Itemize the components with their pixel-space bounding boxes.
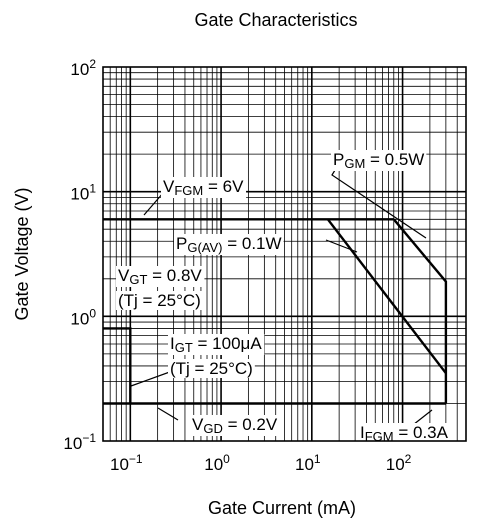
y-tick-label: 102 — [70, 57, 96, 79]
y-axis-label: Gate Voltage (V) — [12, 187, 32, 320]
x-tick-label: 10−1 — [110, 452, 143, 474]
annotation-background — [116, 291, 203, 310]
annotation-background — [168, 359, 255, 378]
annotation-text: VGD = 0.2V — [192, 415, 278, 436]
axis-ticks: 10−1 100 101 102 10−1 100 101 102 — [63, 57, 411, 474]
annotation-labels: VFGM = 6V PGM = 0.5W PG(AV) = 0.1W VGT = 0.… — [116, 150, 451, 444]
plot-grid — [103, 67, 466, 441]
plot-frame — [102, 66, 467, 442]
annotation-pgav: PG(AV) = 0.1W — [174, 234, 284, 255]
annotation-text: PG(AV) = 0.1W — [176, 234, 282, 255]
leader-line — [157, 407, 179, 421]
leader-line — [325, 239, 358, 253]
annotation-text: IGT = 100μA — [170, 334, 262, 355]
annotation-background — [168, 334, 265, 355]
annotation-vgt_cond: (Tj = 25°C) — [116, 291, 203, 310]
annotation-text: (Tj = 25°C) — [118, 291, 201, 310]
y-tick-label: 101 — [70, 182, 96, 204]
annotation-igt: IGT = 100μA — [168, 334, 265, 355]
y-tick-label: 10−1 — [63, 431, 96, 453]
annotation-text: VGT = 0.8V — [118, 266, 202, 287]
annotation-background — [161, 177, 247, 198]
curve-vgt — [103, 327, 132, 404]
y-tick-label: 100 — [70, 306, 96, 328]
leader-line — [331, 161, 427, 239]
annotation-vgd: VGD = 0.2V — [190, 415, 280, 436]
annotation-background — [116, 266, 205, 287]
x-tick-label: 101 — [295, 452, 321, 474]
annotation-ifgm: IFGM = 0.3A — [358, 423, 451, 444]
annotation-vgt: VGT = 0.8V — [116, 266, 205, 287]
annotation-background — [331, 150, 427, 171]
annotation-text: PGM = 0.5W — [333, 150, 424, 171]
characteristic-curves — [103, 218, 448, 405]
annotation-background — [190, 415, 280, 436]
annotation-text: VFGM = 6V — [163, 177, 244, 198]
annotation-text: (Tj = 25°C) — [170, 359, 253, 378]
annotation-pgm: PGM = 0.5W — [331, 150, 427, 171]
annotation-vfgm: VFGM = 6V — [161, 177, 247, 198]
x-axis-label: Gate Current (mA) — [208, 498, 356, 518]
annotation-igt_cond: (Tj = 25°C) — [168, 359, 255, 378]
x-tick-label: 102 — [386, 452, 412, 474]
chart-title: Gate Characteristics — [194, 10, 357, 30]
curve-pgav — [326, 218, 447, 374]
annotation-background — [358, 423, 451, 444]
annotation-background — [174, 234, 284, 255]
curve-pgm — [392, 218, 448, 404]
x-tick-label: 100 — [204, 452, 230, 474]
